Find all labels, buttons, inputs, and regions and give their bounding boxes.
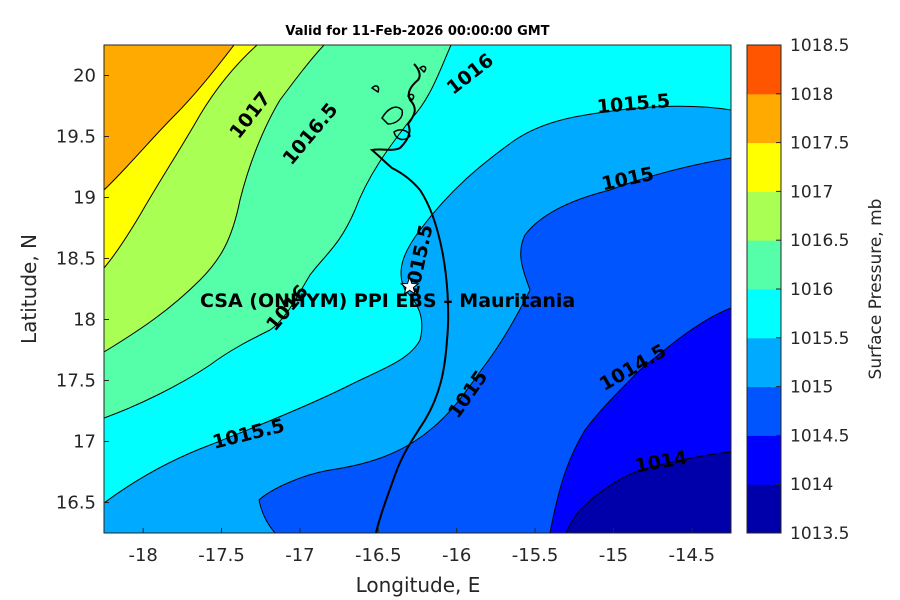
site-label: CSA (ONHYM) PPI EBS – Mauritania	[200, 290, 575, 312]
colorbar-tick-label: 1016.5	[790, 231, 849, 251]
x-axis-ticks: -18 -17.5 -17 -16.5 -16 -15.5 -15 -14.5	[128, 528, 715, 566]
colorbar-swatch	[747, 191, 781, 241]
contour-fill-layer	[104, 45, 731, 533]
y-tick-label: 20	[73, 66, 96, 87]
colorbar-tick-label: 1015.5	[790, 329, 849, 349]
y-tick-label: 17.5	[56, 371, 96, 392]
colorbar-swatch	[747, 93, 781, 144]
band-1017.5	[104, 45, 235, 191]
x-tick-label: -17.5	[198, 545, 245, 566]
colorbar-tick-label: 1016	[790, 280, 833, 300]
x-axis-label: Longitude, E	[356, 573, 481, 597]
colorbar-swatch	[747, 289, 781, 339]
coastline	[369, 63, 450, 533]
x-tick-label: -16	[442, 545, 471, 566]
y-tick-label: 19	[73, 188, 96, 209]
colorbar-tick-label: 1014.5	[790, 426, 849, 446]
colorbar: 1013.5 1014 1014.5 1015 1015.5 1016 1016.5 1017…	[746, 36, 849, 544]
colorbar-label: Surface Pressure, mb	[866, 199, 886, 380]
colorbar-tick-label: 1017.5	[790, 134, 849, 154]
x-tick-label: -18	[128, 545, 157, 566]
y-tick-label: 18	[73, 310, 96, 331]
colorbar-tick-label: 1014	[790, 475, 833, 495]
x-tick-label: -17	[285, 545, 314, 566]
y-axis-label: Latitude, N	[17, 234, 41, 344]
plot-frame	[103, 44, 732, 534]
y-tick-label: 17	[73, 432, 96, 453]
colorbar-swatch	[747, 240, 781, 290]
colorbar-swatch	[747, 484, 781, 534]
y-tick-label: 16.5	[56, 493, 96, 514]
colorbar-swatch	[747, 337, 781, 388]
colorbar-tick-label: 1013.5	[790, 524, 849, 544]
band-1013.5	[565, 451, 731, 533]
y-axis-ticks: 16.5 17 17.5 18 18.5 19 19.5 20	[56, 66, 109, 514]
x-tick-label: -15	[599, 545, 628, 566]
colorbar-swatch	[747, 142, 781, 192]
y-tick-label: 19.5	[56, 127, 96, 148]
colorbar-swatch	[747, 386, 781, 436]
colorbar-tick-label: 1015	[790, 378, 833, 398]
map-title: Valid for 11-Feb-2026 00:00:00 GMT	[285, 24, 550, 39]
coastline-islands	[370, 65, 427, 141]
colorbar-swatch	[747, 435, 781, 485]
site-star-marker	[399, 276, 420, 295]
y-tick-label: 18.5	[56, 249, 96, 270]
coastline-path	[369, 63, 450, 533]
colorbar-tick-label: 1017	[790, 182, 833, 202]
colorbar-tick-label: 1018	[790, 85, 833, 105]
x-tick-label: -16.5	[355, 545, 402, 566]
colorbar-tick-label: 1018.5	[790, 36, 849, 56]
colorbar-swatch	[747, 45, 781, 95]
x-tick-label: -15.5	[512, 545, 559, 566]
x-tick-label: -14.5	[669, 545, 716, 566]
